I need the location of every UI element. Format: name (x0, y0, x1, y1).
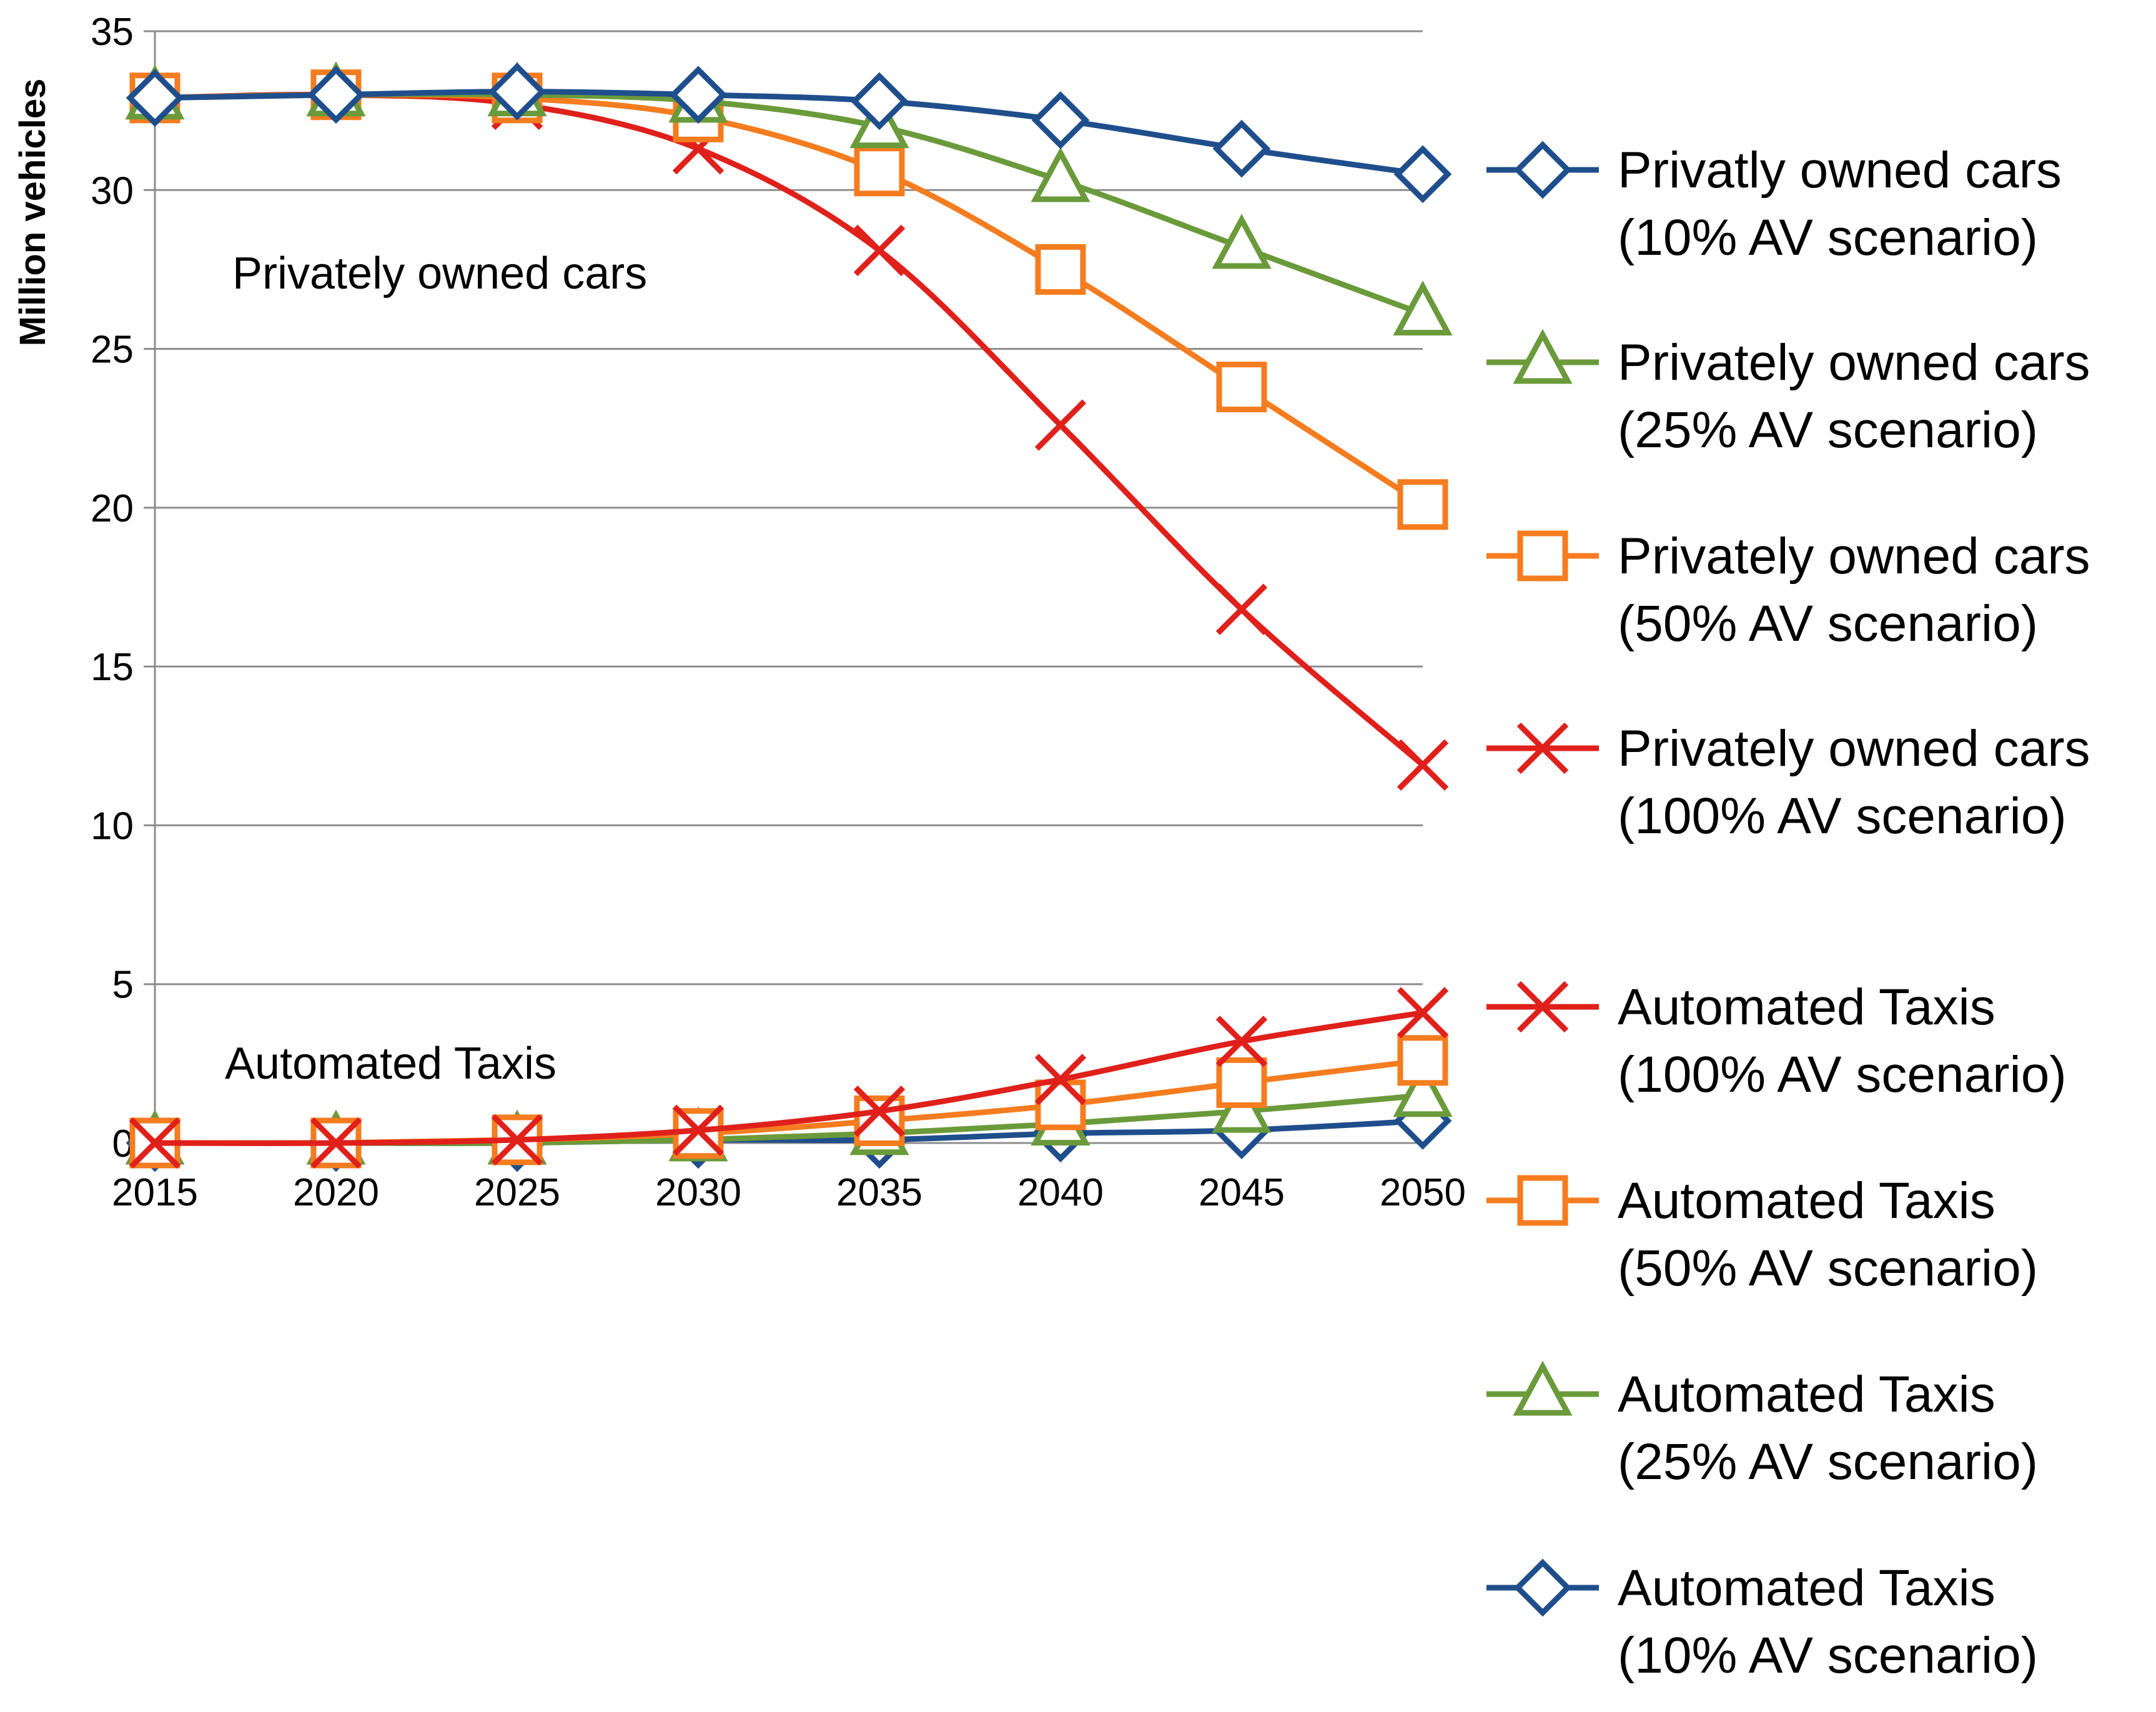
series-4-point-2030 (672, 1104, 724, 1156)
series-0-point-2015 (126, 69, 184, 127)
legend-entry-4: Automated Taxis (100% AV scenario) (1486, 979, 2067, 1103)
legend-marker-6 (1513, 1360, 1573, 1416)
legend-marker-1 (1513, 329, 1573, 384)
annotation-automated-taxis: Automated Taxis (225, 1039, 556, 1089)
series-0-point-2050 (1393, 145, 1452, 204)
series-6-point-2050 (1393, 1062, 1453, 1117)
series-0 (126, 62, 1452, 204)
series-2-point-2050 (1397, 479, 1448, 530)
legend-label-5-line-0: Automated Taxis (1618, 1172, 1995, 1229)
legend: Privatly owned cars(10% AV scenario)Priv… (1486, 141, 2090, 1684)
legend-marker-0 (1513, 141, 1572, 199)
x-tick-label-2035: 2035 (836, 1171, 922, 1214)
series-4-point-2050 (1397, 987, 1449, 1039)
series-3-point-2050 (1397, 739, 1449, 791)
legend-marker-7 (1513, 1558, 1572, 1617)
series-0-point-2040 (1031, 91, 1090, 149)
series-4-point-2035 (853, 1085, 906, 1137)
series-4-point-2015 (129, 1117, 181, 1169)
series-4-point-2040 (1034, 1054, 1087, 1106)
legend-marker-5 (1517, 1175, 1568, 1226)
series-line-3 (154, 91, 1425, 768)
legend-label-4-line-1: (100% AV scenario) (1618, 1046, 2067, 1103)
legend-entry-3: Privately owned cars (100% AV scenario) (1486, 720, 2090, 844)
x-tick-label-2040: 2040 (1017, 1171, 1104, 1214)
y-tick-label-30: 30 (91, 169, 134, 212)
y-tick-label-35: 35 (91, 11, 134, 54)
series-1-point-2045 (1212, 214, 1272, 269)
series-5-point-2035 (854, 1095, 905, 1146)
legend-marker-3 (1516, 722, 1569, 774)
legend-label-3-line-0: Privately owned cars (1618, 720, 2090, 777)
y-tick-label-20: 20 (91, 487, 134, 530)
legend-label-4-line-0: Automated Taxis (1618, 979, 1995, 1036)
legend-entry-6: Automated Taxis (25% AV scenario) (1486, 1360, 2038, 1490)
legend-label-5-line-1: (50% AV scenario) (1618, 1240, 2038, 1297)
legend-entry-7: Automated Taxis (10% AV scenario) (1486, 1558, 2038, 1684)
x-tick-label-2015: 2015 (112, 1171, 198, 1214)
series-5-point-2045 (1216, 1057, 1267, 1108)
legend-marker-4 (1516, 981, 1569, 1033)
legend-label-2-line-1: (50% AV scenario) (1618, 595, 2038, 652)
legend-label-2-line-0: Privately owned cars (1618, 528, 2090, 585)
y-tick-label-10: 10 (91, 804, 134, 848)
legend-entry-2: Privately owned cars (50% AV scenario) (1486, 528, 2090, 652)
series-0-point-2035 (850, 72, 909, 131)
series-4-point-2025 (491, 1114, 543, 1166)
series-5-point-2050 (1397, 1035, 1448, 1086)
series-3-point-2045 (1215, 583, 1268, 635)
series-0-point-2025 (488, 62, 546, 121)
series-1-point-2040 (1031, 147, 1090, 202)
x-tick-label-2020: 2020 (293, 1171, 379, 1214)
series-lines (125, 61, 1453, 1172)
series-3-point-2035 (853, 224, 906, 277)
y-tick-label-5: 5 (112, 964, 134, 1007)
legend-label-7-line-1: (10% AV scenario) (1618, 1627, 2038, 1684)
x-tick-label-2045: 2045 (1199, 1171, 1285, 1214)
legend-label-1-line-0: Privately owned cars (1618, 334, 2090, 391)
legend-label-6-line-0: Automated Taxis (1618, 1366, 1995, 1423)
series-2-point-2045 (1216, 362, 1267, 413)
legend-label-7-line-0: Automated Taxis (1618, 1560, 1995, 1616)
series-0-point-2020 (307, 66, 365, 124)
series-4 (129, 987, 1449, 1169)
series-2-point-2035 (854, 146, 905, 197)
series-5-point-2040 (1035, 1079, 1086, 1131)
gridlines (155, 30, 1423, 986)
legend-entry-1: Privately owned cars (25% AV scenario) (1486, 329, 2090, 458)
legend-label-0-line-1: (10% AV scenario) (1618, 209, 2038, 266)
series-4-point-2020 (310, 1117, 362, 1169)
series-line-4 (154, 1010, 1423, 1146)
series-1-point-2050 (1393, 280, 1453, 336)
x-tick-label-2030: 2030 (655, 1171, 741, 1214)
legend-entry-5: Automated Taxis (50% AV scenario) (1486, 1172, 2038, 1297)
y-tick-label-25: 25 (91, 329, 134, 372)
y-tick-label-15: 15 (91, 646, 134, 689)
legend-label-3-line-1: (100% AV scenario) (1618, 788, 2067, 844)
annotation-privately-owned-cars: Privately owned cars (232, 249, 647, 299)
legend-marker-2 (1517, 530, 1568, 581)
series-3-point-2040 (1034, 399, 1087, 451)
legend-label-0-line-0: Privatly owned cars (1618, 142, 2062, 199)
y-axis-label: Million vehicles (12, 79, 53, 347)
legend-entry-0: Privatly owned cars (10% AV scenario) (1486, 141, 2062, 266)
series-3 (129, 69, 1449, 791)
series-2-point-2040 (1035, 244, 1086, 295)
x-tick-label-2050: 2050 (1380, 1171, 1466, 1214)
x-tick-label-2025: 2025 (474, 1171, 560, 1214)
series-4-point-2045 (1215, 1016, 1268, 1067)
legend-label-1-line-1: (25% AV scenario) (1618, 402, 2038, 458)
series-0-point-2045 (1212, 119, 1271, 178)
legend-label-6-line-1: (25% AV scenario) (1618, 1433, 2038, 1490)
series-0-point-2030 (669, 66, 728, 124)
